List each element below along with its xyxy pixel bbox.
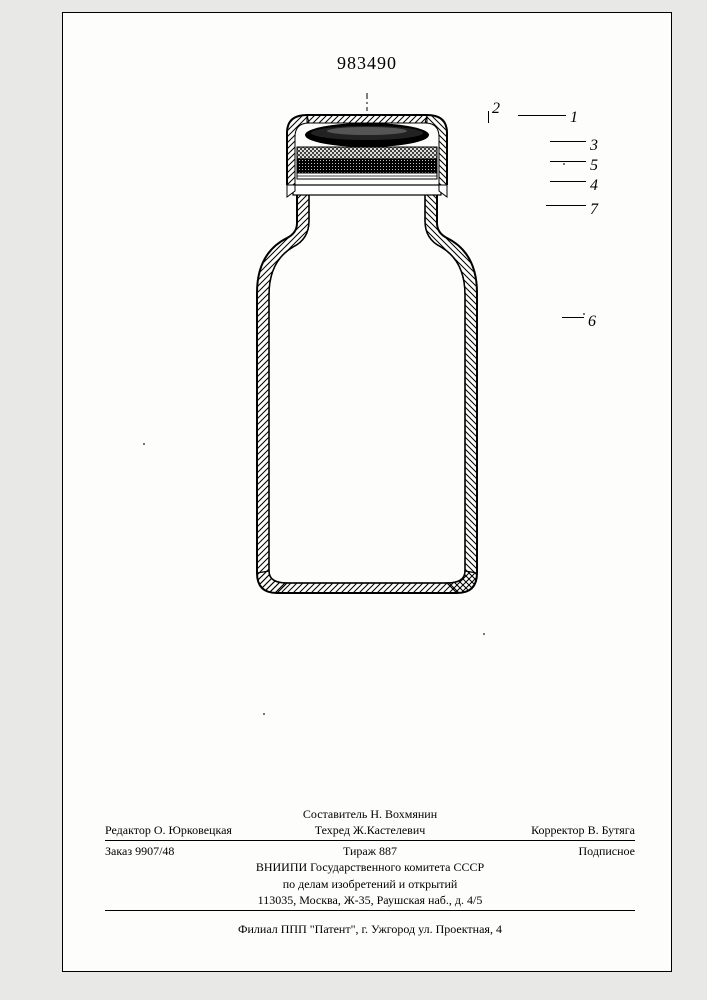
order-label: Заказ: [105, 844, 132, 858]
order-val: 9907/48: [135, 844, 174, 858]
branch-line: Филиал ППП "Патент", г. Ужгород ул. Прое…: [105, 922, 635, 937]
compiler-label: Составитель: [303, 807, 367, 821]
callout-4: 4: [590, 177, 598, 195]
leader-line: [550, 161, 586, 162]
callout-3: 3: [590, 137, 598, 155]
noise: [483, 633, 485, 635]
divider: [105, 910, 635, 911]
org-address: 113035, Москва, Ж-35, Раушская наб., д. …: [105, 892, 635, 908]
noise: [143, 443, 145, 445]
editor-name: О. Юрковецкая: [154, 823, 232, 837]
leader-line: [550, 181, 586, 182]
compiler-name: Н. Вохмянин: [370, 807, 437, 821]
corrector-label: Корректор: [531, 823, 585, 837]
page: 983490: [62, 12, 672, 972]
callout-5: 5: [590, 157, 598, 175]
techred-name: Ж.Кастелевич: [353, 823, 425, 837]
org-line-1: ВНИИПИ Государственного комитета СССР: [105, 859, 635, 875]
callout-1: 1: [570, 109, 578, 127]
tirazh-val: 887: [379, 844, 397, 858]
patent-number: 983490: [63, 53, 671, 74]
leader-line: [550, 141, 586, 142]
org-line-2: по делам изобретений и открытий: [105, 876, 635, 892]
editor-label: Редактор: [105, 823, 151, 837]
divider: [105, 840, 635, 841]
footer-block: Составитель Н. Вохмянин Редактор О. Юрко…: [105, 806, 635, 913]
callout-7: 7: [590, 201, 598, 219]
callout-2: 2: [492, 100, 500, 118]
leader-line: [518, 115, 566, 116]
leader-line: [546, 205, 586, 206]
corrector-name: В. Бутяга: [588, 823, 635, 837]
noise: [583, 313, 585, 315]
subscription: Подписное: [579, 844, 636, 858]
noise: [563, 163, 565, 165]
leader-line: [562, 317, 584, 318]
tirazh-label: Тираж: [343, 844, 376, 858]
techred-label: Техред: [315, 823, 350, 837]
callout-6: 6: [588, 313, 596, 331]
leader-line: [488, 111, 489, 123]
noise: [263, 713, 265, 715]
bottle-drawing: [157, 93, 577, 613]
figure: 1 2 3 4 5 6 7: [63, 93, 671, 673]
